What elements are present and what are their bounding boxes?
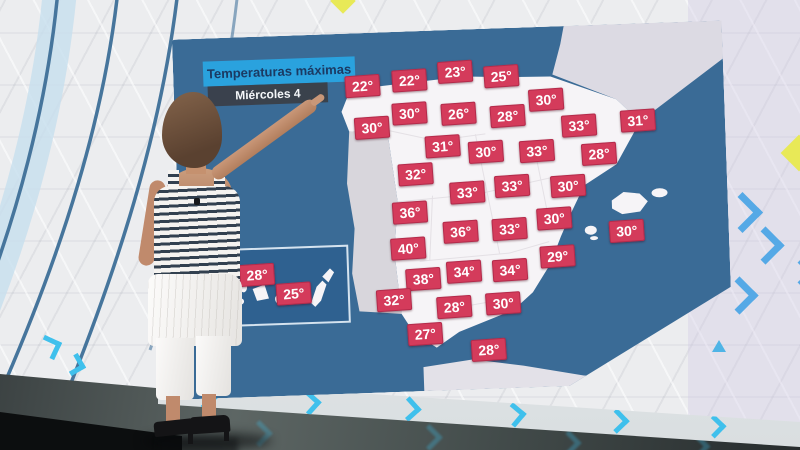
- temp-badge-peninsula: 32°: [397, 162, 434, 186]
- presenter-top: [168, 170, 179, 196]
- temp-badge-peninsula: 29°: [539, 244, 576, 268]
- temp-badge-peninsula: 36°: [442, 220, 479, 244]
- temp-badge-peninsula: 23°: [437, 60, 474, 84]
- presenter-hair: [162, 92, 222, 168]
- temp-badge-baleares: 30°: [609, 219, 646, 243]
- temp-badge-peninsula: 30°: [354, 116, 391, 140]
- temp-badge-peninsula: 30°: [485, 291, 522, 315]
- temp-badge-peninsula: 38°: [405, 267, 442, 291]
- mallorca-island: [611, 191, 648, 214]
- menorca-island: [651, 188, 667, 198]
- triangle-icon: [712, 340, 726, 352]
- map-title: Temperaturas máximas: [203, 56, 356, 86]
- temp-badge-peninsula: 40°: [390, 236, 427, 260]
- presenter-leg: [156, 338, 194, 400]
- canary-island: [310, 280, 327, 307]
- presenter-ankle: [202, 394, 216, 420]
- presenter-pointing-arm: [209, 96, 320, 183]
- presenter-shoe-heel: [188, 433, 193, 444]
- temp-badge-peninsula: 33°: [494, 174, 531, 198]
- temp-badge-peninsula: 28°: [489, 104, 526, 128]
- temp-badge-peninsula: 28°: [581, 142, 618, 166]
- microphone-clip: [194, 198, 200, 205]
- temp-badge-peninsula: 22°: [344, 74, 381, 98]
- ibiza-island: [585, 225, 597, 234]
- temp-badge-peninsula: 34°: [492, 258, 529, 282]
- temp-badge-peninsula: 25°: [483, 64, 520, 88]
- canary-island: [322, 268, 334, 282]
- temp-badge-peninsula: 26°: [440, 102, 477, 126]
- presenter-leg: [196, 336, 231, 396]
- temp-badge-peninsula: 33°: [561, 113, 598, 137]
- presenter-ankle: [166, 396, 180, 422]
- temp-badge-peninsula: 33°: [519, 139, 556, 163]
- presenter-reflection: [158, 438, 238, 450]
- presenter: [128, 86, 348, 450]
- presenter-top: [214, 170, 225, 196]
- africa-coast: [423, 354, 616, 391]
- temp-badge-peninsula: 32°: [376, 288, 413, 312]
- temp-badge-peninsula: 27°: [407, 322, 444, 346]
- temp-badge-peninsula: 22°: [391, 68, 428, 92]
- temp-badge-peninsula: 30°: [536, 206, 573, 230]
- formentera-island: [590, 236, 598, 240]
- temp-badge-peninsula: 30°: [468, 140, 505, 164]
- temp-badge-peninsula: 28°: [436, 295, 473, 319]
- temp-badge-peninsula: 36°: [392, 200, 429, 224]
- temp-badge-peninsula: 28°: [471, 338, 508, 362]
- temp-badge-peninsula: 30°: [528, 87, 565, 111]
- canary-island: [252, 284, 269, 301]
- temp-badge-peninsula: 30°: [550, 174, 587, 198]
- presenter-shoe-heel: [224, 430, 229, 441]
- temp-badge-peninsula: 31°: [620, 108, 657, 132]
- presenter-pants: [148, 274, 242, 346]
- presenter-pants: [148, 274, 242, 346]
- temp-badge-peninsula: 33°: [491, 217, 528, 241]
- france-land: [551, 21, 725, 125]
- temp-badge-peninsula: 30°: [391, 101, 428, 125]
- temp-badge-peninsula: 34°: [446, 259, 483, 283]
- weather-map-panel: Temperaturas máximas Miércoles 4 22° 22° 2…: [172, 21, 734, 400]
- temp-badge-peninsula: 31°: [424, 134, 461, 158]
- temp-badge-peninsula: 33°: [449, 180, 486, 204]
- portugal-land: [345, 130, 401, 316]
